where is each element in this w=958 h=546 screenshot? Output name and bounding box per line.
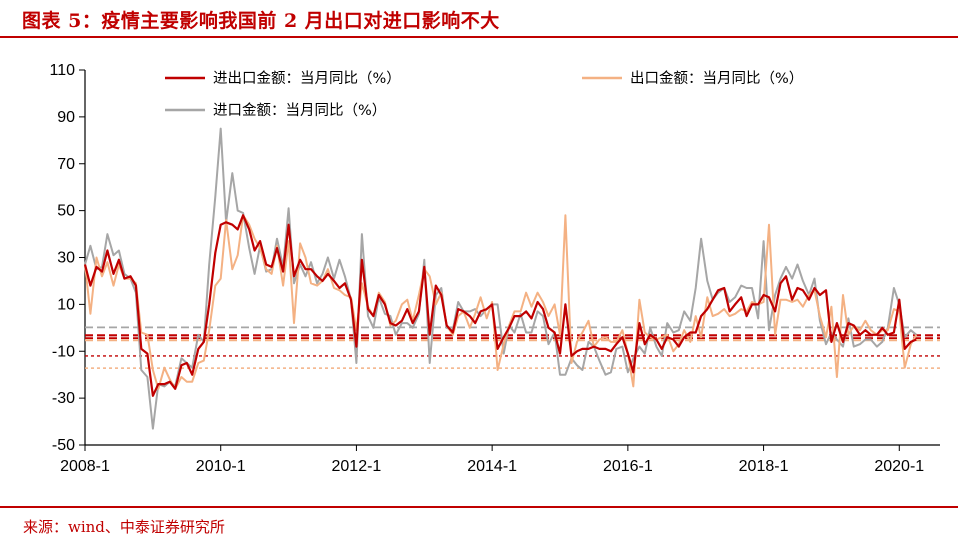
x-tick-label: 2018-1 [739,458,789,475]
y-tick-label: 110 [49,62,75,79]
y-tick-label: 30 [57,250,75,267]
y-tick-label: -50 [52,437,75,454]
legend-label-3: 进口金额：当月同比（%） [213,102,386,119]
line-chart: 110 90 70 50 30 10 -10 -30 -50 2008-1 2010-1 2012-1… [49,62,940,475]
y-tick-label: -10 [52,343,75,360]
x-tick-label: 2012-1 [332,458,382,475]
y-tick-label: 70 [57,156,75,173]
x-tick-label: 2016-1 [603,458,653,475]
y-tick-label: -30 [52,390,75,407]
y-tick-label: 50 [57,203,75,220]
legend-label-2: 出口金额：当月同比（%） [630,70,803,87]
x-tick-label: 2014-1 [467,458,517,475]
source-divider [0,506,958,508]
x-tick-label: 2020-1 [874,458,924,475]
legend-label-1: 进出口金额：当月同比（%） [213,70,401,87]
series-line-3 [84,127,917,430]
source-note: 来源：wind、中泰证券研究所 [23,518,225,536]
series-line-2 [84,214,918,390]
y-tick-label: 10 [57,296,75,313]
y-tick-label: 90 [57,109,75,126]
x-tick-label: 2008-1 [60,458,110,475]
x-tick-label: 2010-1 [196,458,246,475]
title-divider [0,36,958,38]
series-line-1 [83,214,917,397]
page-title: 图表 5：疫情主要影响我国前 2 月出口对进口影响不大 [22,10,500,32]
